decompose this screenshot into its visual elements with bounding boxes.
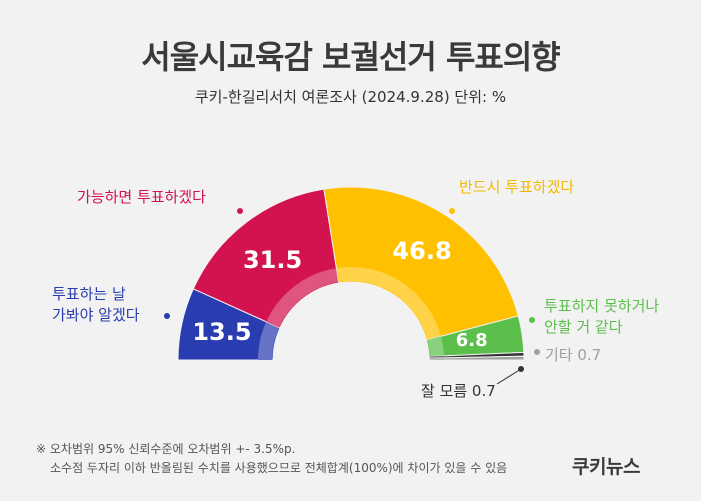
label-other: 기타 0.7: [545, 345, 601, 366]
slice-uncertain-inner-band: [258, 321, 279, 360]
chart-subtitle: 쿠키-한길리서치 여론조사 (2024.9.28) 단위: %: [194, 88, 507, 106]
footnote-rounding: 소수점 두자리 이하 반올림된 수치를 사용했으므로 전체합계(100%)에 차…: [50, 461, 508, 475]
slice-other-inner-band: [429, 357, 445, 360]
label-uncertain-line: 투표하는 날: [52, 285, 126, 303]
value-label-uncertain: 13.5: [192, 318, 251, 346]
slice-cannot-vote-inner-band: [427, 336, 444, 357]
footnote-margin-of-error: ※ 오차범위 95% 신뢰수준에 오차범위 +- 3.5%p.: [36, 442, 296, 456]
leader-dot-if-possible: [237, 208, 243, 214]
value-label-definitely: 46.8: [392, 237, 451, 265]
leader-line-dont-know: [496, 368, 522, 385]
slice-if-possible-inner-band: [266, 268, 339, 328]
slice-other: [428, 355, 525, 361]
label-cannot-vote-line: 안할 거 같다: [544, 318, 623, 336]
label-definitely: 반드시 투표하겠다: [459, 177, 574, 198]
label-dont-know: 잘 모름 0.7: [421, 381, 496, 402]
brand-logo: 쿠키뉴스: [572, 456, 640, 478]
label-other-line: 기타 0.7: [545, 346, 602, 364]
value-label-if-possible: 31.5: [243, 246, 302, 274]
label-if-possible: 가능하면 투표하겠다: [77, 187, 206, 208]
label-cannot-vote-line: 투표하지 못하거나: [544, 297, 660, 315]
slice-definitely-inner-band: [336, 267, 441, 340]
leader-dot-definitely: [449, 208, 455, 214]
value-label-cannot: 6.8: [456, 330, 488, 351]
label-definitely-line: 반드시 투표하겠다: [459, 178, 575, 196]
chart-title: 서울시교육감 보궐선거 투표의향: [141, 38, 560, 76]
slice-definitely: [323, 186, 519, 341]
leader-dot-cannot: [529, 317, 535, 323]
label-uncertain-line: 가봐야 알겠다: [52, 306, 140, 324]
leader-dot-other: [534, 349, 540, 355]
label-if-possible-line: 가능하면 투표하겠다: [77, 188, 206, 206]
leader-dot-uncertain: [164, 313, 170, 319]
label-dont-know-line: 잘 모름 0.7: [421, 382, 496, 400]
